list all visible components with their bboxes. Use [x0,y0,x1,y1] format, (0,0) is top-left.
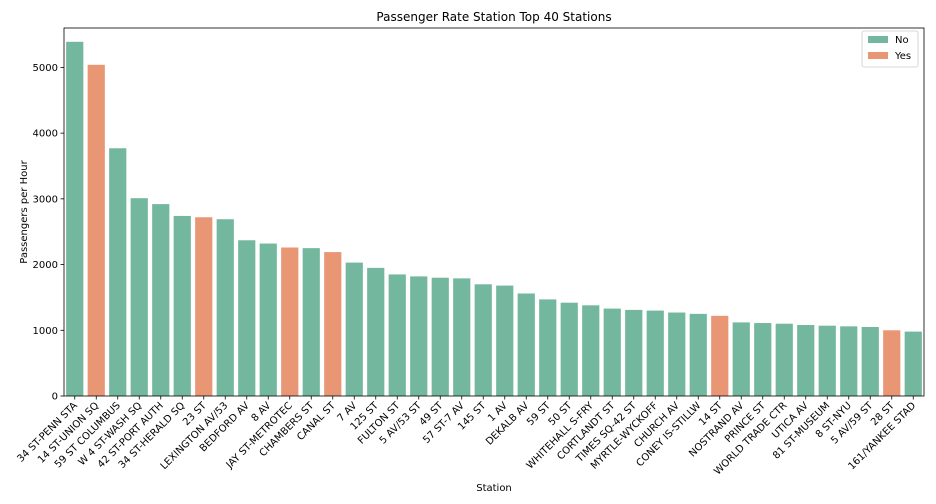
bar-22 [539,299,557,396]
bar-8 [238,240,256,396]
legend: No Yes [861,30,919,68]
bar-4 [152,204,170,396]
bar-5 [173,215,191,396]
bar-6 [195,217,213,396]
bar-2 [109,148,127,396]
bar-15 [388,274,406,396]
legend-swatch-yes [868,52,888,59]
bar-9 [259,243,277,396]
bar-7 [216,219,234,396]
bar-32 [754,323,772,396]
y-tick-label-3: 3000 [33,194,58,205]
y-tick-label-5: 5000 [33,63,58,74]
bar-26 [625,309,643,396]
bar-10 [281,247,299,396]
bar-20 [496,285,514,396]
bar-24 [582,305,600,396]
bar-1 [87,64,105,397]
bar-30 [711,315,729,396]
bar-13 [345,262,363,396]
bar-28 [668,312,686,396]
bar-12 [324,252,342,396]
bar-29 [689,313,707,396]
plot-frame [63,27,925,397]
legend-label-yes: Yes [894,51,911,62]
y-axis-label: Passengers per Hour [19,159,30,263]
bar-0 [66,41,84,397]
x-axis-label: Station [476,483,512,494]
bar-31 [732,322,750,396]
bar-38 [883,330,901,396]
bar-27 [646,310,664,396]
bar-34 [797,325,815,396]
legend-swatch-no [868,36,888,43]
bar-11 [302,248,320,396]
bar-33 [775,323,793,396]
bar-39 [904,331,922,396]
bar-19 [474,284,492,396]
bar-25 [603,308,621,396]
y-tick-label-4: 4000 [33,129,58,140]
bar-21 [517,293,535,396]
bar-36 [840,326,858,396]
bar-37 [861,327,879,396]
bars-layer [66,41,922,397]
bar-35 [818,325,836,396]
bar-17 [431,277,449,396]
bar-16 [410,276,428,396]
chart-title: Passenger Rate Station Top 40 Stations [376,10,611,24]
bar-23 [560,302,578,396]
bar-3 [130,198,148,396]
bar-14 [367,267,385,396]
y-tick-label-1: 1000 [33,326,58,337]
y-tick-label-0: 0 [52,392,58,403]
y-tick-label-2: 2000 [33,260,58,271]
legend-label-no: No [895,35,909,46]
bar-18 [453,278,471,396]
